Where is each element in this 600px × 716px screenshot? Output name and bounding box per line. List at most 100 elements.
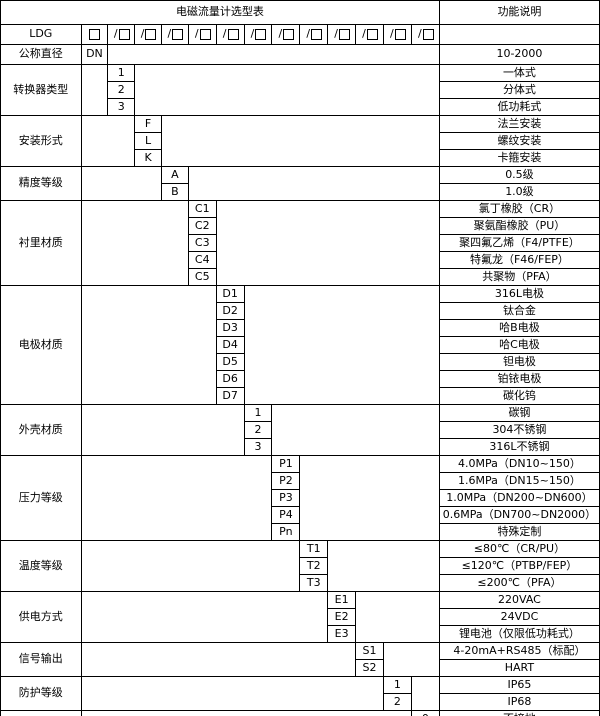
box-cell-3: / (134, 24, 162, 45)
desc-pressure-p2: 1.6MPa（DN15~150） (438, 472, 600, 490)
desc-converter-2: 分体式 (438, 81, 600, 99)
code-install-k: K (134, 149, 162, 167)
code-pressure-p1: P1 (271, 455, 301, 473)
box-cell-10: / (327, 24, 357, 45)
spacer-cell (187, 166, 440, 201)
table-row: 防护等级 1 IP65 (0, 676, 600, 711)
desc-pressure-p3: 1.0MPa（DN200~DN600） (438, 489, 600, 507)
empty-box-icon (255, 28, 267, 40)
table-row: 信号输出 S1 4-20mA+RS485（标配） (0, 642, 600, 677)
code-signal-s1: S1 (355, 642, 384, 660)
spacer-cell (80, 540, 301, 592)
table-row: 2 304不锈钢 (1, 421, 600, 439)
row-label-accuracy-grade: 精度等级 (0, 166, 82, 201)
spacer-cell (107, 44, 440, 65)
spacer-cell (382, 642, 440, 677)
box-cell-2: / (107, 24, 136, 45)
slash-separator: / (140, 27, 145, 41)
box-cell-4: / (161, 24, 189, 45)
empty-box-icon (311, 28, 323, 40)
code-temp-t2: T2 (299, 557, 329, 575)
desc-power-e3: 锂电池（仅限低功耗式） (438, 625, 600, 643)
desc-temp-t3: ≤200℃（PFA） (438, 574, 600, 592)
table-row: 衬里材质 C1 氯丁橡胶（CR） (0, 200, 600, 286)
code-converter-2: 2 (107, 81, 136, 99)
table-row: S2 HART (1, 659, 600, 677)
desc-install-f: 法兰安装 (438, 115, 600, 133)
slash-separator: / (362, 27, 366, 41)
desc-electrode-d3: 哈B电极 (438, 319, 600, 337)
row-label-installation-type: 安装形式 (0, 115, 82, 167)
spacer-cell (215, 200, 440, 286)
desc-install-k: 卡箍安装 (438, 149, 600, 167)
desc-power-e2: 24VDC (438, 608, 600, 626)
desc-electrode-d2: 钛合金 (438, 302, 600, 320)
row-label-pressure-grade: 压力等级 (0, 455, 82, 541)
spacer-cell (80, 115, 136, 167)
row-label-temperature-grade: 温度等级 (0, 540, 82, 592)
code-accuracy-b: B (161, 183, 189, 201)
spacer-cell (80, 64, 109, 116)
code-accessory-0: 0 (410, 710, 440, 716)
box-cell-5: / (187, 24, 217, 45)
code-temp-t1: T1 (299, 540, 329, 558)
row-label-accessories: 附件 (0, 710, 82, 716)
row-label-converter-type: 转换器类型 (0, 64, 82, 116)
desc-electrode-d1: 316L电极 (438, 285, 600, 303)
code-temp-t3: T3 (299, 574, 329, 592)
code-install-l: L (134, 132, 162, 150)
code-liner-c1: C1 (187, 200, 217, 218)
spacer-cell (299, 455, 440, 541)
code-install-f: F (134, 115, 162, 133)
desc-housing-2: 304不锈钢 (438, 421, 600, 439)
box-cell-6: / (215, 24, 245, 45)
slash-separator: / (113, 27, 118, 41)
code-pressure-p4: P4 (271, 506, 301, 524)
code-protection-1: 1 (382, 676, 412, 694)
row-label-signal-output: 信号输出 (0, 642, 82, 677)
spacer-cell (410, 676, 440, 711)
spacer-cell (161, 115, 440, 167)
code-housing-3: 3 (243, 438, 273, 456)
code-electrode-d1: D1 (215, 285, 245, 303)
table-row: 安装形式 F 法兰安装 (0, 115, 600, 167)
table-row: D2 钛合金 (1, 302, 600, 320)
slash-separator: / (278, 27, 283, 41)
table-row: 2 IP68 (1, 693, 600, 711)
code-housing-1: 1 (243, 404, 273, 422)
empty-box-icon (172, 28, 184, 40)
table-row: D4 哈C电极 (1, 336, 600, 354)
table-row: 压力等级 P1 4.0MPa（DN10~150） (0, 455, 600, 541)
code-liner-c4: C4 (187, 251, 217, 269)
desc-pressure-p4: 0.6MPa（DN700~DN2000） (438, 506, 600, 524)
slash-separator: / (390, 27, 394, 41)
code-accuracy-a: A (161, 166, 189, 184)
box-cell-9: / (299, 24, 329, 45)
empty-box-icon (199, 28, 211, 40)
box-cell-11: / (355, 24, 384, 45)
row-label-power-supply: 供电方式 (0, 591, 82, 643)
desc-install-l: 螺纹安装 (438, 132, 600, 150)
code-pressure-p2: P2 (271, 472, 301, 490)
spacer-cell (243, 285, 440, 405)
table-row: 公称直径 DN 10-2000 (0, 44, 600, 65)
desc-protection-1: IP65 (438, 676, 600, 694)
desc-liner-c5: 共聚物（PFA） (438, 268, 600, 286)
spacer-cell (327, 540, 440, 592)
description-header: 功能说明 (438, 0, 600, 25)
empty-box-icon (394, 28, 406, 40)
table-row: C3 聚四氟乙烯（F4/PTFE） (1, 234, 600, 252)
table-row: C5 共聚物（PFA） (1, 268, 600, 286)
spacer-cell (80, 166, 163, 201)
row-label-nominal-diameter: 公称直径 (0, 44, 82, 65)
table-title: 电磁流量计选型表 (0, 0, 440, 25)
desc-signal-s2: HART (438, 659, 600, 677)
box-cell-7: / (243, 24, 273, 45)
empty-box-icon (283, 28, 295, 40)
spacer-cell (80, 200, 189, 286)
row-label-liner-material: 衬里材质 (0, 200, 82, 286)
slash-separator: / (306, 27, 311, 41)
slash-separator: / (418, 27, 422, 41)
desc-liner-c2: 聚氨酯橡胶（PU） (438, 217, 600, 235)
